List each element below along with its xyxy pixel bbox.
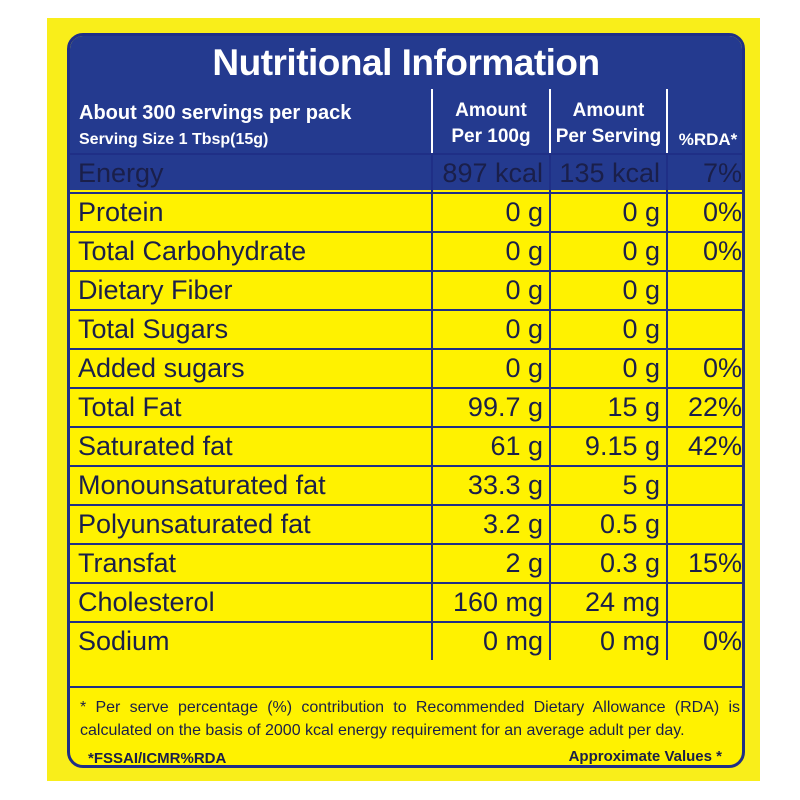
- nutrient-name: Total Carbohydrate: [78, 236, 307, 266]
- table-row: Transfat 2 g 0.3 g 15%: [70, 543, 742, 582]
- amount-per-serving: 0 g: [549, 350, 666, 387]
- rda-percent: 0%: [666, 350, 742, 387]
- table-row: Cholesterol 160 mg 24 mg: [70, 582, 742, 621]
- amount-per-100g: 0 g: [431, 350, 549, 387]
- servings-per-pack: About 300 servings per pack: [79, 102, 352, 124]
- perserving-header-line1: Amount: [572, 100, 645, 121]
- nutrient-name: Sodium: [78, 626, 170, 656]
- approximate-values-note: Approximate Values *: [568, 748, 722, 765]
- amount-per-serving: 5 g: [549, 467, 666, 504]
- rda-percent: 0%: [666, 194, 742, 231]
- amount-per-serving: 24 mg: [549, 584, 666, 621]
- amount-per-100g: 61 g: [431, 428, 549, 465]
- rda-percent: 42%: [666, 428, 742, 465]
- amount-per-100g: 0 g: [431, 233, 549, 270]
- rda-footnote: * Per serve percentage (%) contribution …: [80, 699, 740, 739]
- rda-source: *FSSAI/ICMR%RDA: [88, 750, 227, 767]
- nutrition-panel: Nutritional Information About 300 servin…: [67, 33, 745, 768]
- table-row: Protein 0 g 0 g 0%: [70, 192, 742, 231]
- nutrient-name: Added sugars: [78, 353, 245, 383]
- table-row: Dietary Fiber 0 g 0 g: [70, 270, 742, 309]
- amount-per-100g: 3.2 g: [431, 506, 549, 543]
- amount-per-100g: 0 g: [431, 272, 549, 309]
- amount-per-100g: 2 g: [431, 545, 549, 582]
- rda-percent: 7%: [666, 155, 742, 192]
- per100-header-line2: Per 100g: [451, 126, 531, 147]
- rda-percent: [666, 272, 742, 309]
- rda-percent: [666, 311, 742, 348]
- perserving-header-line2: Per Serving: [555, 126, 662, 147]
- panel-footer: * Per serve percentage (%) contribution …: [70, 686, 742, 767]
- table-row: Sodium 0 mg 0 mg 0%: [70, 621, 742, 660]
- rda-header: %RDA*: [666, 89, 742, 190]
- amount-per-serving: 0.3 g: [549, 545, 666, 582]
- nutrient-name: Monounsaturated fat: [78, 470, 326, 500]
- amount-per-100g: 33.3 g: [431, 467, 549, 504]
- amount-per-100g: 897 kcal: [431, 155, 549, 192]
- nutrient-name: Total Sugars: [78, 314, 229, 344]
- rda-header-label: %RDA*: [678, 129, 738, 149]
- table-row: Added sugars 0 g 0 g 0%: [70, 348, 742, 387]
- nutrient-name: Transfat: [78, 548, 177, 578]
- nutrient-name: Cholesterol: [78, 587, 215, 617]
- table-header: About 300 servings per pack Serving Size…: [70, 89, 742, 190]
- amount-per-serving: 0 g: [549, 311, 666, 348]
- panel-title: Nutritional Information: [70, 36, 742, 89]
- amount-per-100g: 0 mg: [431, 623, 549, 660]
- table-row: Polyunsaturated fat 3.2 g 0.5 g: [70, 504, 742, 543]
- amount-per-serving: 0 g: [549, 233, 666, 270]
- amount-per-serving: 135 kcal: [549, 155, 666, 192]
- table-row: Total Sugars 0 g 0 g: [70, 309, 742, 348]
- table-row: Saturated fat 61 g 9.15 g 42%: [70, 426, 742, 465]
- perserving-header: Amount Per Serving: [549, 89, 666, 190]
- rda-percent: 22%: [666, 389, 742, 426]
- amount-per-serving: 0 g: [549, 194, 666, 231]
- amount-per-serving: 0 g: [549, 272, 666, 309]
- serving-size: Serving Size 1 Tbsp(15g): [79, 131, 269, 148]
- amount-per-serving: 9.15 g: [549, 428, 666, 465]
- amount-per-100g: 99.7 g: [431, 389, 549, 426]
- nutrient-name: Energy: [78, 158, 164, 188]
- table-row: Monounsaturated fat 33.3 g 5 g: [70, 465, 742, 504]
- nutrient-name: Polyunsaturated fat: [78, 509, 311, 539]
- nutrient-name: Protein: [78, 197, 164, 227]
- nutrient-name: Total Fat: [78, 392, 182, 422]
- rda-percent: [666, 506, 742, 543]
- nutrient-name: Saturated fat: [78, 431, 233, 461]
- table-row: Total Fat 99.7 g 15 g 22%: [70, 387, 742, 426]
- amount-per-100g: 160 mg: [431, 584, 549, 621]
- nutrition-table: Energy 897 kcal 135 kcal 7% Protein 0 g …: [70, 153, 742, 660]
- amount-per-100g: 0 g: [431, 194, 549, 231]
- nutrient-name: Dietary Fiber: [78, 275, 233, 305]
- table-row: Total Carbohydrate 0 g 0 g 0%: [70, 231, 742, 270]
- rda-percent: [666, 467, 742, 504]
- rda-percent: 0%: [666, 233, 742, 270]
- per100-header: Amount Per 100g: [431, 89, 549, 190]
- amount-per-100g: 0 g: [431, 311, 549, 348]
- rda-percent: 0%: [666, 623, 742, 660]
- rda-percent: 15%: [666, 545, 742, 582]
- serving-info-header: About 300 servings per pack Serving Size…: [70, 89, 431, 190]
- rda-percent: [666, 584, 742, 621]
- amount-per-serving: 0.5 g: [549, 506, 666, 543]
- per100-header-line1: Amount: [455, 100, 527, 121]
- table-row: Energy 897 kcal 135 kcal 7%: [70, 153, 742, 192]
- amount-per-serving: 15 g: [549, 389, 666, 426]
- amount-per-serving: 0 mg: [549, 623, 666, 660]
